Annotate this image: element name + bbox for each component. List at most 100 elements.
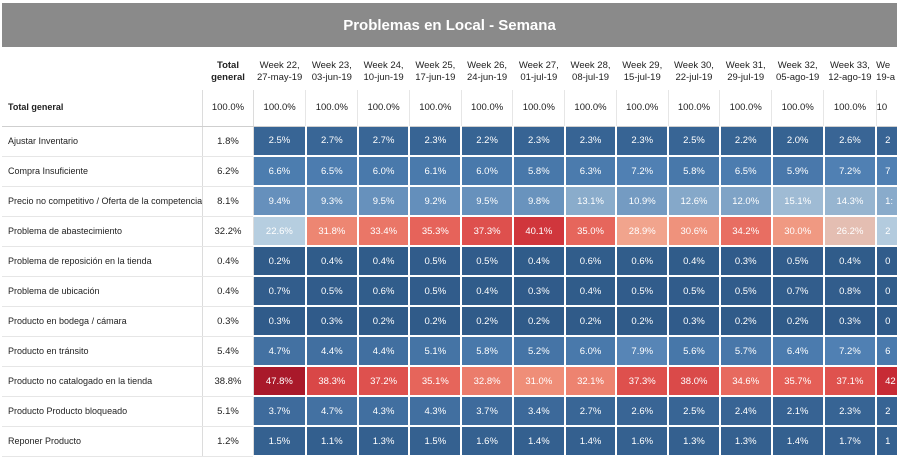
heatmap-cell: 33.4%	[357, 216, 411, 247]
column-header-line1: Week 22,	[259, 60, 300, 71]
row-label: Precio no competitivo / Oferta de la com…	[2, 186, 204, 217]
heatmap-cell: 2	[876, 126, 899, 157]
heatmap-cell: 32.8%	[461, 366, 514, 397]
total-row-value: 100.0%	[512, 90, 566, 127]
heatmap-cell: 12.6%	[668, 186, 721, 217]
heatmap-cell: 2.5%	[668, 126, 721, 157]
heatmap-cell: 5.9%	[771, 156, 825, 187]
heatmap-cell: 1.6%	[461, 426, 514, 457]
data-row: Reponer Producto 1.2% 1.5% 1.1% 1.3% 1.5% 1.6%…	[2, 426, 899, 457]
heatmap-cell: 0.2%	[512, 306, 566, 337]
heatmap-cell: 2.2%	[719, 126, 773, 157]
heatmap-cell: 1.4%	[771, 426, 825, 457]
heatmap-cell: 0.2%	[771, 306, 825, 337]
heatmap-cell: 37.2%	[357, 366, 411, 397]
row-total-value: 32.2%	[202, 216, 254, 247]
column-header-line2: 17-jun-19	[415, 72, 456, 83]
heatmap-cell: 0.7%	[253, 276, 307, 307]
data-row: Producto en tránsito 5.4% 4.7% 4.4% 4.4% 5.1%…	[2, 336, 899, 367]
heatmap-cell: 4.3%	[357, 396, 411, 427]
row-label: Ajustar Inventario	[2, 126, 204, 157]
column-header-line1: Week 26,	[467, 60, 508, 71]
column-header-week: Week 33, 12-ago-19	[824, 54, 876, 90]
heatmap-cell: 3.4%	[512, 396, 566, 427]
heatmap-cell: 15.1%	[771, 186, 825, 217]
heatmap-cell: 1	[876, 426, 899, 457]
column-header-line1: We	[876, 60, 891, 71]
heatmap-cell: 2.3%	[564, 126, 618, 157]
heatmap-cell: 2	[876, 396, 899, 427]
heatmap-cell: 1.5%	[409, 426, 463, 457]
heatmap-cell: 0.3%	[512, 276, 566, 307]
heatmap-cell: 6.0%	[564, 336, 618, 367]
column-header-week: Week 31, 29-jul-19	[720, 54, 772, 90]
heatmap-cell: 0.4%	[668, 246, 721, 277]
heatmap-cell: 38.0%	[668, 366, 721, 397]
heatmap-cell: 0.6%	[616, 246, 670, 277]
heatmap-cell: 2.5%	[668, 396, 721, 427]
column-header-week: Week 23, 03-jun-19	[306, 54, 358, 90]
column-header-line1: Week 27,	[518, 60, 559, 71]
column-header-week: Week 29, 15-jul-19	[616, 54, 668, 90]
heatmap-cell: 2.4%	[719, 396, 773, 427]
heatmap-cell: 13.1%	[564, 186, 618, 217]
row-label: Producto no catalogado en la tienda	[2, 366, 204, 397]
heatmap-cell: 0.3%	[719, 246, 773, 277]
total-row-value: 100.0%	[253, 90, 307, 127]
heatmap-cell: 4.3%	[409, 396, 463, 427]
data-row: Producto Producto bloqueado 5.1% 3.7% 4.7% 4…	[2, 396, 899, 427]
heatmap-cell: 31.8%	[305, 216, 359, 247]
heatmap-cell: 9.5%	[357, 186, 411, 217]
data-row: Problema de reposición en la tienda 0.4% 0…	[2, 246, 899, 277]
heatmap-cell: 5.1%	[409, 336, 463, 367]
row-total-value: 0.3%	[202, 306, 254, 337]
heatmap-cell: 28.9%	[616, 216, 670, 247]
heatmap-cell: 34.2%	[719, 216, 773, 247]
heatmap-cell: 0.2%	[719, 306, 773, 337]
data-row: Precio no competitivo / Oferta de la com…	[2, 186, 899, 217]
heatmap-cell: 1.3%	[719, 426, 773, 457]
heatmap-table: Total general Week 22, 27-may-19 Week 23, 03-…	[2, 54, 899, 457]
heatmap-cell: 0.4%	[305, 246, 359, 277]
heatmap-cell: 5.8%	[461, 336, 514, 367]
heatmap-cell: 3.7%	[461, 396, 514, 427]
row-total-value: 0.4%	[202, 246, 254, 277]
heatmap-cell: 0.4%	[564, 276, 618, 307]
heatmap-cell: 2.3%	[823, 396, 878, 427]
column-header-line1: Total	[216, 60, 239, 71]
column-header-line2: 01-jul-19	[520, 72, 558, 83]
row-total-value: 5.1%	[202, 396, 254, 427]
total-row-value: 100.0%	[357, 90, 410, 127]
data-row: Problema de ubicación 0.4% 0.7% 0.5% 0.6% 0.5…	[2, 276, 899, 307]
heatmap-cell: 1.7%	[823, 426, 878, 457]
heatmap-cell: 1.4%	[512, 426, 566, 457]
heatmap-cell: 0.7%	[771, 276, 825, 307]
column-header-total: Total general	[203, 54, 254, 90]
heatmap-cell: 2.3%	[409, 126, 463, 157]
heatmap-cell: 7.2%	[616, 156, 670, 187]
heatmap-cell: 0.5%	[409, 246, 463, 277]
data-row: Producto en bodega / cámara 0.3% 0.3% 0.3% 0…	[2, 306, 899, 337]
column-header-line2: 12-ago-19	[828, 72, 872, 83]
column-header-line1: Week 23,	[311, 60, 352, 71]
heatmap-cell: 2.1%	[771, 396, 825, 427]
column-header-line2: 03-jun-19	[311, 72, 352, 83]
total-row-value: 100.0%	[823, 90, 877, 127]
heatmap-cell: 6	[876, 336, 899, 367]
column-header-line2: 27-may-19	[256, 72, 303, 83]
heatmap-cell: 37.1%	[823, 366, 878, 397]
heatmap-cell: 4.4%	[357, 336, 411, 367]
heatmap-cell: 31.0%	[512, 366, 566, 397]
heatmap-cell: 34.6%	[719, 366, 773, 397]
heatmap-cell: 5.8%	[512, 156, 566, 187]
column-header-week: Week 32, 05-ago-19	[772, 54, 824, 90]
heatmap-cell: 0.2%	[357, 306, 411, 337]
heatmap-cell: 40.1%	[512, 216, 566, 247]
heatmap-cell: 9.4%	[253, 186, 307, 217]
heatmap-cell: 7.2%	[823, 156, 878, 187]
heatmap-cell: 10.9%	[616, 186, 670, 217]
column-header-line2: 24-jun-19	[467, 72, 508, 83]
chart-title: Problemas en Local - Semana	[2, 3, 897, 47]
total-row-value: 100.0%	[305, 90, 359, 127]
heatmap-cell: 7	[876, 156, 899, 187]
